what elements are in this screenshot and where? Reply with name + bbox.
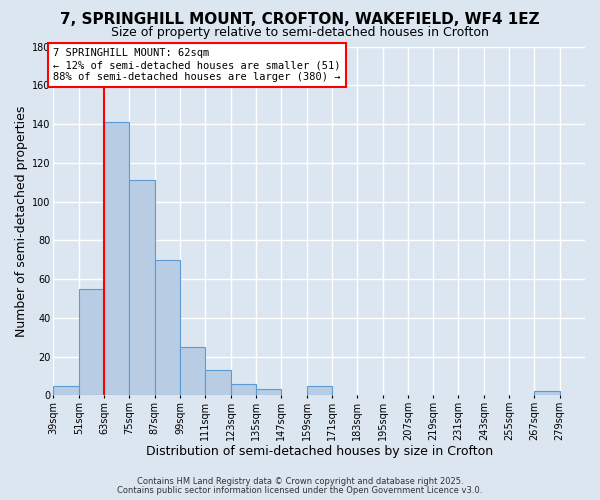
Bar bbox=[230, 384, 256, 396]
Text: Contains public sector information licensed under the Open Government Licence v3: Contains public sector information licen… bbox=[118, 486, 482, 495]
Text: 7 SPRINGHILL MOUNT: 62sqm
← 12% of semi-detached houses are smaller (51)
88% of : 7 SPRINGHILL MOUNT: 62sqm ← 12% of semi-… bbox=[53, 48, 341, 82]
Bar bbox=[155, 260, 180, 396]
Text: Contains HM Land Registry data © Crown copyright and database right 2025.: Contains HM Land Registry data © Crown c… bbox=[137, 477, 463, 486]
Bar bbox=[79, 288, 104, 396]
Bar bbox=[130, 180, 155, 396]
Bar bbox=[104, 122, 130, 396]
Text: Size of property relative to semi-detached houses in Crofton: Size of property relative to semi-detach… bbox=[111, 26, 489, 39]
Bar bbox=[535, 392, 560, 396]
Bar bbox=[256, 390, 281, 396]
Bar bbox=[205, 370, 230, 396]
Bar bbox=[180, 347, 205, 396]
X-axis label: Distribution of semi-detached houses by size in Crofton: Distribution of semi-detached houses by … bbox=[146, 444, 493, 458]
Bar bbox=[307, 386, 332, 396]
Y-axis label: Number of semi-detached properties: Number of semi-detached properties bbox=[15, 105, 28, 336]
Text: 7, SPRINGHILL MOUNT, CROFTON, WAKEFIELD, WF4 1EZ: 7, SPRINGHILL MOUNT, CROFTON, WAKEFIELD,… bbox=[60, 12, 540, 28]
Bar bbox=[53, 386, 79, 396]
